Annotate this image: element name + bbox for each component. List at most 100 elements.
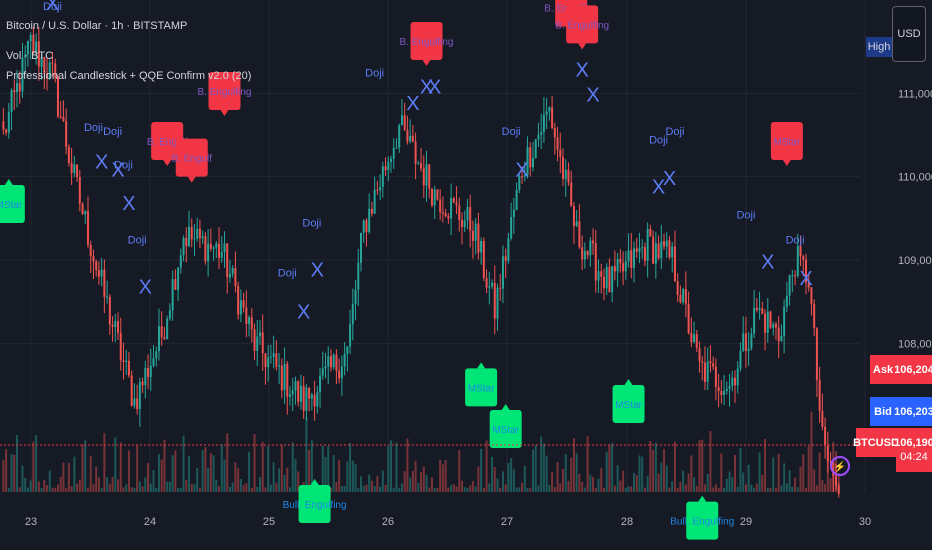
candle-body	[529, 147, 532, 168]
candle-body	[523, 175, 526, 177]
volume-bar	[430, 477, 433, 492]
candle-body	[665, 240, 668, 247]
volume-bar	[275, 482, 278, 492]
candle-body	[267, 357, 270, 368]
candle-body	[837, 485, 840, 495]
volume-bar	[761, 474, 764, 492]
volume-bar	[144, 477, 147, 492]
candle-body	[602, 276, 605, 289]
candle-body	[586, 250, 589, 256]
volume-bar	[567, 480, 570, 492]
candle-body	[507, 238, 510, 261]
cross-marker: X	[95, 151, 108, 173]
candle-body	[291, 390, 294, 395]
doji-label: Doji	[649, 134, 668, 146]
volume-bar	[766, 487, 769, 492]
doji-label: Doji	[84, 122, 103, 134]
volume-bar	[174, 450, 177, 492]
candle-body	[439, 199, 442, 213]
volume-bar	[739, 447, 742, 492]
volume-bar	[373, 485, 376, 492]
bullish-pattern-label: Bull. Engulfing	[283, 479, 347, 523]
volume-bar	[425, 475, 428, 492]
volume-bar	[46, 485, 49, 492]
candle-body	[264, 353, 267, 368]
last-price: 106,190 04:24	[894, 428, 932, 472]
candle-body	[736, 368, 739, 386]
candle-body	[324, 366, 327, 369]
candle-body	[343, 353, 346, 367]
volume-bar	[387, 446, 390, 492]
candle-body	[351, 303, 354, 325]
candle-body	[84, 211, 87, 215]
candle-body	[384, 166, 387, 171]
candle-body	[679, 294, 682, 303]
volume-bar	[414, 460, 417, 492]
volume-bar	[16, 435, 19, 492]
candle-body	[179, 255, 182, 268]
currency-button[interactable]: USD	[892, 6, 926, 62]
pattern-label-text: B. Engulf	[171, 154, 212, 165]
price-tick-label: 110,000	[898, 172, 932, 184]
candle-body	[89, 244, 92, 257]
candle-body	[734, 377, 737, 386]
volume-bar	[97, 477, 100, 492]
candle-body	[643, 247, 646, 261]
volume-bar	[488, 483, 491, 492]
candle-body	[548, 107, 551, 112]
cross-marker: X	[761, 251, 774, 273]
volume-bar	[351, 460, 354, 492]
candle-body	[37, 41, 40, 67]
volume-bar	[76, 483, 79, 492]
candle-body	[600, 271, 603, 277]
candle-body	[676, 281, 679, 295]
candle-body	[430, 188, 433, 206]
candle-body	[813, 304, 816, 329]
volume-bar	[376, 476, 379, 492]
volume-bar	[791, 486, 794, 492]
volume-bar	[327, 446, 330, 492]
candle-body	[671, 246, 674, 258]
candle-body	[78, 177, 81, 204]
candle-body	[163, 337, 166, 340]
candle-body	[731, 377, 734, 386]
candle-body	[772, 323, 775, 328]
candle-body	[32, 34, 35, 54]
doji-label: Doji	[278, 268, 297, 280]
candle-body	[258, 332, 261, 337]
cross-marker: X	[652, 176, 665, 198]
volume-bar	[444, 459, 447, 492]
volume-bar	[728, 471, 731, 492]
candle-body	[660, 241, 663, 259]
volume-bar	[515, 487, 518, 492]
volume-bar	[26, 487, 29, 492]
volume-bar	[493, 467, 496, 492]
chart-title[interactable]: Bitcoin / U.S. Dollar · 1h · BITSTAMP	[6, 20, 188, 32]
volume-bar	[138, 481, 141, 492]
volume-bar	[477, 466, 480, 492]
candle-body	[764, 313, 767, 333]
candle-body	[474, 223, 477, 241]
volume-bar	[256, 486, 259, 492]
volume-bar	[619, 480, 622, 492]
volume-bar	[340, 486, 343, 492]
candle-body	[682, 289, 685, 303]
candle-body	[313, 394, 316, 407]
volume-bar	[89, 455, 92, 492]
volume-legend[interactable]: Vol · BTC	[6, 50, 54, 62]
indicator-legend[interactable]: Professional Candlestick + QQE Confirm v…	[6, 70, 252, 82]
volume-bar	[693, 477, 696, 492]
candle-body	[491, 282, 494, 287]
volume-bar	[461, 480, 464, 492]
candle-body	[379, 186, 382, 191]
volume-bar	[597, 478, 600, 492]
cross-marker: X	[406, 93, 419, 115]
candle-body	[452, 198, 455, 203]
volume-bar	[750, 484, 753, 492]
candle-body	[310, 394, 313, 399]
pattern-label-text: Bull. Engulfing	[670, 517, 734, 528]
volume-bar	[280, 445, 283, 492]
candle-body	[245, 307, 248, 324]
candle-body	[242, 300, 245, 308]
